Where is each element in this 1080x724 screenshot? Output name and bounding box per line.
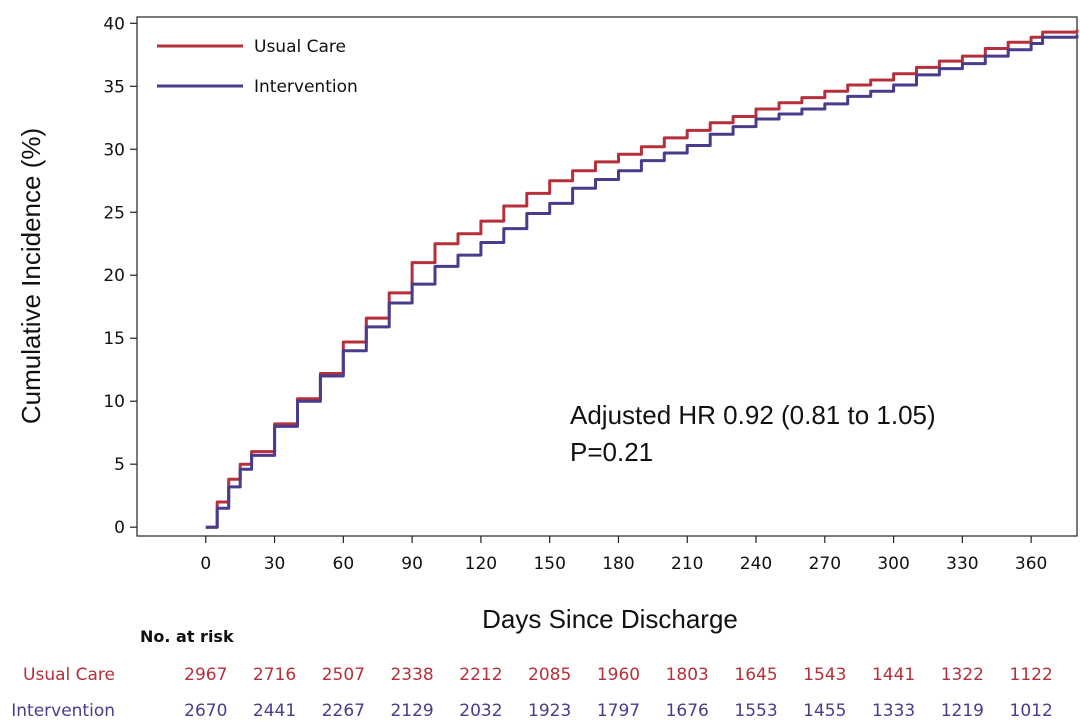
- x-tick-label: 150: [533, 554, 565, 574]
- y-tick-label: 10: [103, 392, 125, 412]
- y-tick-label: 0: [114, 518, 125, 538]
- risk-count-intervention: 2032: [459, 701, 502, 721]
- risk-count-usual-care: 1803: [666, 665, 709, 685]
- risk-count-intervention: 1553: [734, 701, 777, 721]
- y-tick-label: 25: [103, 203, 125, 223]
- risk-count-intervention: 2441: [253, 701, 296, 721]
- x-axis: 0 30 60 90 120 150 180 210 240 270 300 330 360: [200, 536, 1047, 574]
- risk-row-label-intervention: Intervention: [11, 701, 115, 721]
- x-tick-label: 240: [740, 554, 772, 574]
- risk-count-usual-care: 1543: [803, 665, 846, 685]
- risk-count-usual-care: 1441: [872, 665, 915, 685]
- y-tick-label: 40: [103, 14, 125, 34]
- x-tick-label: 360: [1015, 554, 1047, 574]
- x-tick-label: 180: [602, 554, 634, 574]
- legend-label-usual-care: Usual Care: [254, 37, 346, 57]
- risk-count-usual-care: 2212: [459, 665, 502, 685]
- risk-count-usual-care: 2967: [184, 665, 227, 685]
- hazard-ratio-annotation: Adjusted HR 0.92 (0.81 to 1.05): [570, 400, 936, 430]
- risk-count-usual-care: 2507: [322, 665, 365, 685]
- x-tick-label: 30: [264, 554, 286, 574]
- x-tick-label: 330: [946, 554, 978, 574]
- risk-count-intervention: 2129: [390, 701, 433, 721]
- risk-count-usual-care: 1122: [1010, 665, 1053, 685]
- y-axis-title: Cumulative Incidence (%): [16, 128, 46, 424]
- risk-table: Usual Care 2967 2716 2507 2338 2212 2085 1960 18…: [11, 665, 1053, 721]
- x-tick-label: 210: [671, 554, 703, 574]
- risk-count-usual-care: 2716: [253, 665, 296, 685]
- y-tick-label: 15: [103, 329, 125, 349]
- y-axis: 0 5 10 15 20 25 30 35 40: [103, 14, 137, 538]
- y-tick-label: 20: [103, 266, 125, 286]
- x-tick-label: 270: [809, 554, 841, 574]
- risk-count-usual-care: 2338: [390, 665, 433, 685]
- risk-count-intervention: 1455: [803, 701, 846, 721]
- x-tick-label: 120: [465, 554, 497, 574]
- risk-row-label-usual-care: Usual Care: [23, 665, 115, 685]
- y-tick-label: 30: [103, 140, 125, 160]
- x-tick-label: 300: [877, 554, 909, 574]
- x-tick-label: 60: [333, 554, 355, 574]
- risk-count-intervention: 2670: [184, 701, 227, 721]
- x-axis-title: Days Since Discharge: [482, 604, 738, 634]
- risk-count-usual-care: 1322: [941, 665, 984, 685]
- series-layer: [205, 29, 1079, 529]
- risk-count-usual-care: 1645: [734, 665, 777, 685]
- x-tick-label: 0: [200, 554, 211, 574]
- series-line-intervention: [205, 34, 1079, 529]
- x-tick-label: 90: [401, 554, 423, 574]
- legend-label-intervention: Intervention: [254, 77, 358, 97]
- risk-table-header: No. at risk: [140, 627, 234, 646]
- risk-count-intervention: 1676: [666, 701, 709, 721]
- risk-count-usual-care: 2085: [528, 665, 571, 685]
- risk-count-intervention: 1923: [528, 701, 571, 721]
- risk-count-intervention: 1219: [941, 701, 984, 721]
- risk-count-intervention: 2267: [322, 701, 365, 721]
- p-value-annotation: P=0.21: [570, 437, 653, 467]
- risk-count-intervention: 1333: [872, 701, 915, 721]
- legend: Usual Care Intervention: [157, 37, 358, 97]
- y-tick-label: 5: [114, 455, 125, 475]
- risk-count-intervention: 1012: [1010, 701, 1053, 721]
- risk-count-intervention: 1797: [597, 701, 640, 721]
- plot-frame: [136, 16, 1078, 537]
- y-tick-label: 35: [103, 77, 125, 97]
- risk-count-usual-care: 1960: [597, 665, 640, 685]
